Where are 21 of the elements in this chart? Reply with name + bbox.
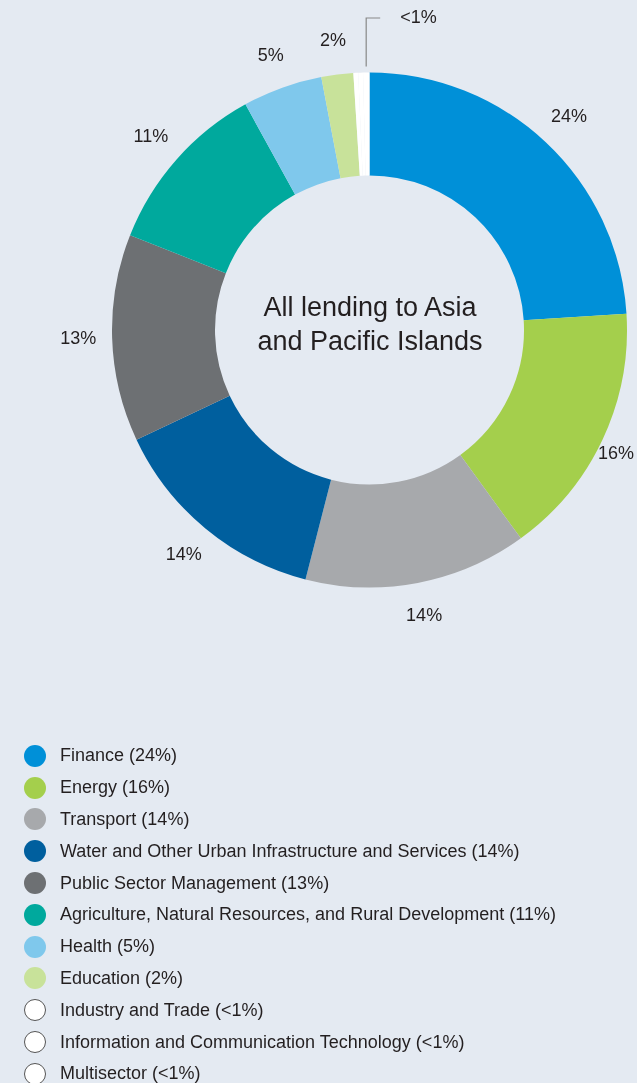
data-label: 13% (60, 328, 97, 349)
data-label: 11% (133, 126, 169, 147)
text: All lending to Asia and Pacific Islands (256, 291, 484, 358)
legend-label: Information and Communication Technology (<1%) (60, 1031, 465, 1053)
legend-label: Multisector (<1%) (60, 1063, 201, 1083)
data-label: <1% (400, 6, 437, 27)
legend-label: Industry and Trade (<1%) (60, 999, 264, 1021)
data-label: 14% (165, 543, 202, 564)
data-label: 5% (257, 44, 284, 65)
legend-label: Agriculture, Natural Resources, and Rural Development (11%) (60, 904, 556, 926)
legend-label: Water and Other Urban Infrastructure and Services (14%) (60, 840, 520, 862)
data-label: 14% (406, 605, 443, 626)
data-label: 16% (597, 443, 634, 464)
data-label: 24% (551, 106, 588, 127)
data-label: 2% (319, 29, 346, 50)
legend-label: Health (5%) (60, 936, 156, 958)
legend-label: Finance (24%) (60, 745, 178, 767)
legend-label: Transport (14%) (60, 808, 190, 830)
legend-label: Energy (16%) (60, 777, 171, 799)
legend-label: Public Sector Management (13%) (60, 872, 330, 894)
legend-label: Education (2%) (60, 967, 184, 989)
